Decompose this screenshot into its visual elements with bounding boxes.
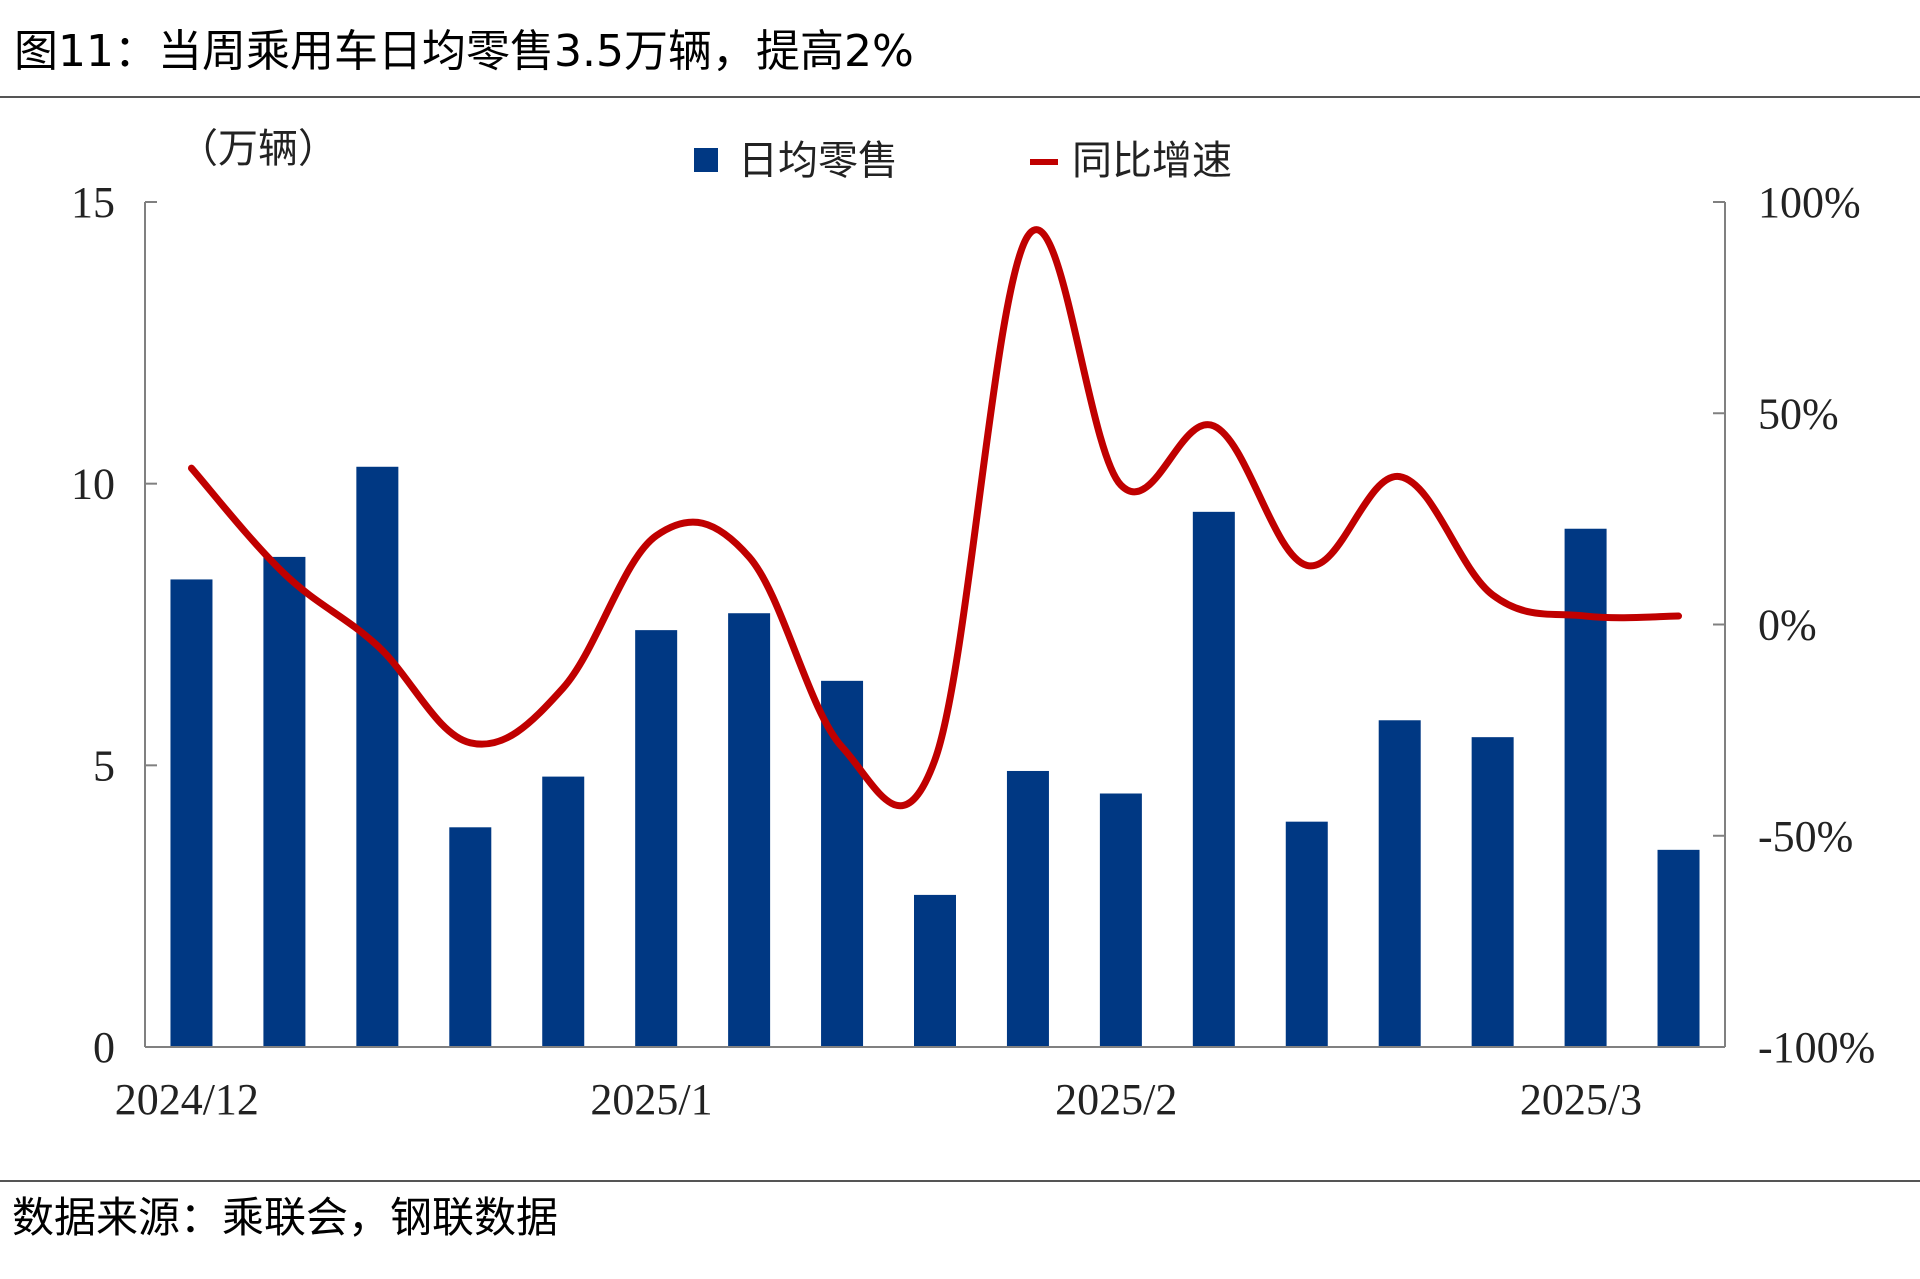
title-divider — [0, 96, 1920, 98]
yoy-growth-line — [187, 226, 1683, 810]
left-tick-label: 15 — [71, 178, 115, 227]
bar-10 — [1006, 770, 1049, 1047]
legend-bar-swatch — [694, 148, 718, 172]
bar-17 — [1657, 849, 1700, 1047]
x-tick-label: 2024/12 — [115, 1075, 259, 1124]
bar-13 — [1285, 821, 1328, 1047]
bar-8 — [821, 680, 864, 1047]
x-tick-label: 2025/1 — [590, 1075, 712, 1124]
x-tick-label: 2025/2 — [1055, 1075, 1177, 1124]
bar-16 — [1564, 528, 1607, 1047]
bar-11 — [1099, 793, 1142, 1047]
bar-12 — [1192, 511, 1235, 1047]
right-tick-label: 0% — [1758, 601, 1817, 650]
chart-title: 图11：当周乘用车日均零售3.5万辆，提高2% — [14, 26, 914, 77]
x-tick-label: 2025/3 — [1520, 1075, 1642, 1124]
bar-15 — [1471, 737, 1514, 1047]
bar-5 — [542, 776, 585, 1047]
right-tick-label: -50% — [1758, 812, 1853, 861]
bar-9 — [914, 894, 956, 1047]
left-tick-label: 10 — [71, 460, 115, 509]
bar-3 — [356, 466, 399, 1047]
left-tick-label: 0 — [93, 1023, 115, 1072]
source-note: 数据来源：乘联会，钢联数据 — [12, 1193, 559, 1242]
bar-1 — [170, 579, 213, 1047]
bar-2 — [263, 556, 306, 1047]
bar-6 — [635, 630, 678, 1047]
right-tick-label: 100% — [1758, 178, 1861, 227]
bar-7 — [728, 613, 771, 1047]
footer-divider — [0, 1180, 1920, 1182]
right-tick-label: -100% — [1758, 1023, 1875, 1072]
bar-14 — [1378, 720, 1421, 1047]
legend-bar-label: 日均零售 — [738, 138, 898, 184]
chart: 0 5 10 15 -100% -50% 0% 50% 100% 2024/12 2025/1 202… — [71, 126, 1875, 1124]
bar-4 — [449, 827, 492, 1047]
y-unit-label: （万辆） — [178, 126, 338, 172]
legend-line-label: 同比增速 — [1072, 138, 1232, 184]
left-tick-label: 5 — [93, 741, 115, 790]
right-tick-label: 50% — [1758, 389, 1839, 438]
